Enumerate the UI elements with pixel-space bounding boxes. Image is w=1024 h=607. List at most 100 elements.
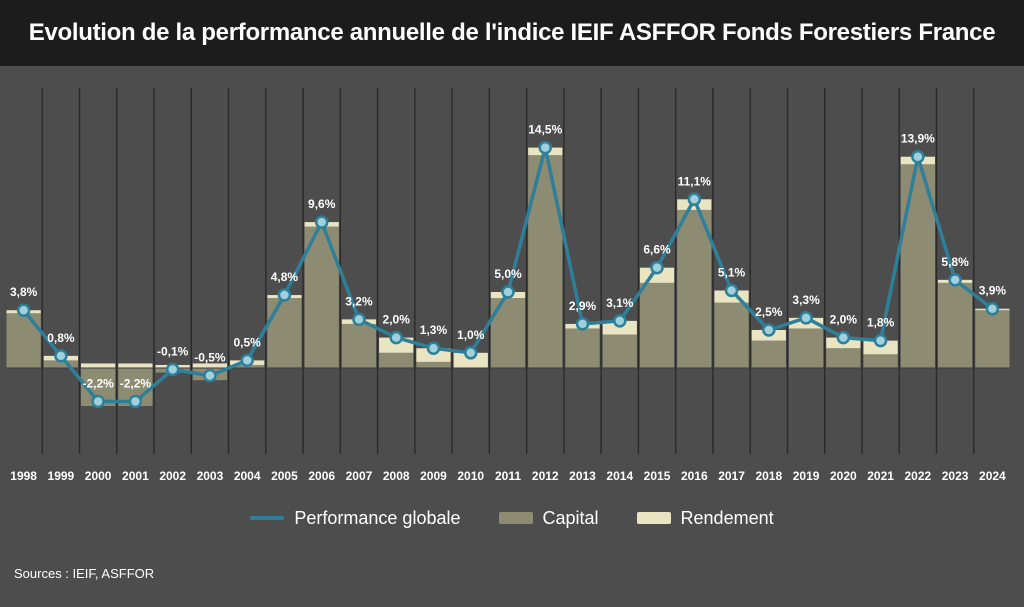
- bar-capital: [751, 340, 786, 368]
- x-tick-label: 2019: [793, 469, 820, 483]
- performance-point: [389, 330, 403, 345]
- data-label: 2,0%: [830, 313, 858, 327]
- chart-area: 3,8% 0,8% -2,2% -2,2% -0,1% -0,5% 0,5% 4,8% 9,6%…: [5, 88, 1011, 483]
- performance-point: [91, 394, 105, 409]
- data-label: 4,8%: [271, 270, 299, 284]
- bar-capital: [937, 282, 973, 368]
- bar-capital: [267, 298, 302, 368]
- x-tick-label: 2000: [85, 469, 112, 483]
- data-label: 1,8%: [867, 316, 895, 330]
- chart-title: Evolution de la performance annuelle de …: [28, 19, 996, 46]
- x-tick-label: 2003: [197, 469, 224, 483]
- performance-point: [463, 346, 478, 360]
- performance-point: [724, 283, 739, 298]
- x-tick-label: 2004: [234, 469, 261, 483]
- x-tick-label: 2011: [495, 469, 521, 483]
- performance-point: [538, 140, 553, 155]
- bar-rendement: [118, 363, 153, 368]
- bar-rendement: [453, 352, 488, 368]
- x-tick-label: 2005: [271, 469, 298, 483]
- performance-point: [650, 260, 664, 275]
- legend-label-performance: Performance globale: [294, 507, 461, 528]
- data-label: 0,8%: [47, 331, 75, 345]
- bar-capital: [379, 352, 414, 368]
- x-tick-label: 2009: [420, 469, 447, 483]
- bar-capital: [863, 354, 898, 368]
- data-label: -0,1%: [157, 345, 189, 359]
- performance-point: [762, 323, 776, 337]
- performance-point: [985, 301, 1000, 316]
- performance-point: [203, 368, 217, 383]
- bar-rendement: [192, 363, 228, 368]
- x-tick-label: 2010: [457, 469, 484, 483]
- bar-capital: [565, 328, 600, 368]
- data-label: 3,2%: [345, 294, 373, 308]
- data-label: 2,5%: [755, 305, 783, 319]
- data-label: 1,3%: [420, 323, 448, 337]
- legend-swatch-performance: [250, 516, 285, 520]
- x-tick-label: 2015: [644, 469, 671, 483]
- legend-label-capital: Capital: [542, 507, 599, 528]
- x-tick-label: 2016: [681, 469, 708, 483]
- performance-point: [911, 149, 925, 164]
- performance-point: [277, 288, 292, 302]
- performance-point: [426, 341, 441, 355]
- data-label: 3,3%: [792, 293, 820, 307]
- x-tick-label: 2024: [979, 469, 1006, 483]
- x-tick-label: 2001: [122, 469, 149, 483]
- bar-rendement: [602, 320, 637, 335]
- performance-point: [165, 362, 180, 377]
- bar-capital: [975, 310, 1010, 368]
- data-label: 13,9%: [901, 132, 935, 146]
- x-tick-label: 2023: [942, 469, 969, 483]
- performance-point: [799, 311, 813, 325]
- data-label: 2,9%: [569, 299, 597, 313]
- performance-point: [836, 330, 851, 345]
- x-tick-label: 1999: [48, 469, 75, 483]
- bar-capital: [416, 361, 451, 368]
- x-tick-label: 2007: [346, 469, 373, 483]
- performance-point: [314, 215, 329, 229]
- x-tick-label: 2014: [606, 469, 633, 483]
- bar-capital: [6, 313, 41, 368]
- legend-item-performance: Performance globale: [250, 507, 461, 529]
- performance-point: [873, 333, 888, 348]
- bar-capital: [602, 334, 637, 368]
- data-label: 1,0%: [457, 328, 485, 342]
- data-label: 3,1%: [606, 296, 634, 310]
- x-tick-label: 2002: [159, 469, 186, 483]
- legend-swatch-rendement: [636, 512, 671, 524]
- data-label: 11,1%: [678, 174, 712, 188]
- legend-label-rendement: Rendement: [680, 507, 774, 528]
- x-tick-label: 2018: [755, 469, 782, 483]
- data-label: -0,5%: [194, 351, 226, 365]
- legend-item-rendement: Rendement: [636, 507, 774, 529]
- x-tick-label: 2021: [867, 469, 894, 483]
- performance-point: [240, 353, 254, 368]
- x-tick-label: 2006: [308, 469, 335, 483]
- x-tick-label: 2017: [718, 469, 745, 483]
- performance-point: [575, 317, 590, 331]
- performance-point: [687, 192, 702, 207]
- x-tick-label: 2012: [532, 469, 559, 483]
- performance-point: [613, 314, 627, 328]
- data-label: 5,1%: [718, 265, 746, 279]
- data-label: 9,6%: [308, 197, 336, 211]
- performance-point: [128, 394, 143, 409]
- bar-capital: [43, 360, 79, 368]
- data-label: 2,0%: [383, 313, 411, 327]
- legend: Performance globale Capital Rendement: [0, 503, 1024, 533]
- bar-capital: [788, 328, 824, 368]
- data-label: 3,8%: [10, 285, 38, 299]
- bar-capital: [714, 302, 749, 368]
- bar-capital: [826, 348, 861, 368]
- title-bar: Evolution de la performance annuelle de …: [0, 0, 1024, 66]
- x-tick-label: 2013: [569, 469, 596, 483]
- data-label: 3,9%: [979, 284, 1007, 298]
- bar-capital: [677, 209, 712, 368]
- x-tick-label: 2008: [383, 469, 410, 483]
- bar-capital: [341, 323, 377, 368]
- bar-rendement: [416, 348, 451, 362]
- x-tick-label: 2020: [830, 469, 857, 483]
- performance-point: [501, 285, 515, 299]
